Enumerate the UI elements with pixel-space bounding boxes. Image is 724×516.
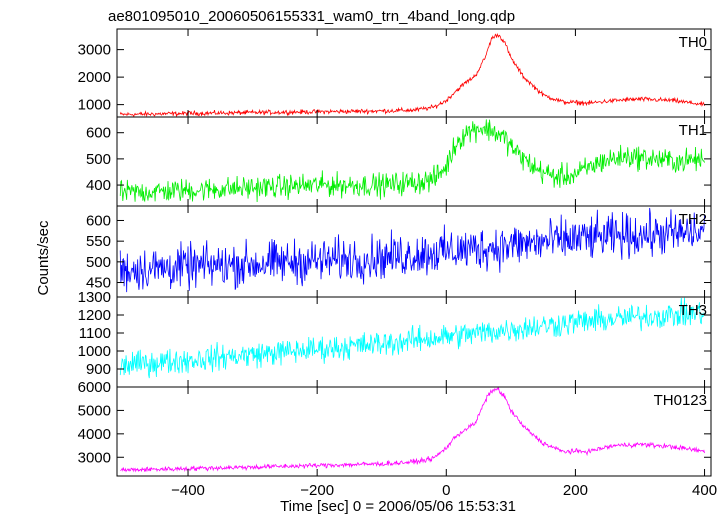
panel-label: TH1 bbox=[679, 122, 707, 139]
y-tick-label: 500 bbox=[86, 254, 111, 271]
y-tick-label: 1000 bbox=[78, 97, 111, 114]
y-tick-label: 450 bbox=[86, 275, 111, 292]
panel-label: TH0 bbox=[679, 34, 707, 51]
panel-frame bbox=[116, 28, 712, 118]
panel-frame bbox=[116, 386, 712, 477]
y-tick-label: 400 bbox=[86, 177, 111, 194]
y-tick-label: 550 bbox=[86, 233, 111, 250]
y-tick-label: 1000 bbox=[78, 343, 111, 360]
y-tick-label: 3000 bbox=[78, 42, 111, 59]
series-line-th1 bbox=[119, 119, 705, 203]
y-tick-label: 600 bbox=[86, 125, 111, 142]
y-tick-label: 1200 bbox=[78, 307, 111, 324]
panel-label: TH0123 bbox=[654, 392, 707, 409]
y-tick-label: 6000 bbox=[78, 379, 111, 396]
y-tick-label: 5000 bbox=[78, 402, 111, 419]
panel-th0123: 3000 4000 5000 6000 TH0123 bbox=[78, 379, 712, 477]
x-axis-label: Time [sec] 0 = 2006/05/06 15:53:31 bbox=[280, 498, 516, 515]
panel-th2: 450 500 550 600 TH2 bbox=[86, 205, 712, 298]
series-line-th2 bbox=[119, 207, 705, 293]
x-tick-label: −200 bbox=[300, 482, 334, 499]
y-tick-label: 900 bbox=[86, 361, 111, 378]
chart-title: ae801095010_20060506155331_wam0_trn_4ban… bbox=[108, 8, 515, 25]
panel-label: TH3 bbox=[679, 302, 707, 319]
y-tick-label: 500 bbox=[86, 151, 111, 168]
y-tick-label: 1300 bbox=[78, 289, 111, 306]
x-tick-label: 200 bbox=[563, 482, 588, 499]
y-tick-label: 4000 bbox=[78, 426, 111, 443]
x-tick-label: 400 bbox=[692, 482, 717, 499]
y-axis-label: Counts/sec bbox=[35, 220, 52, 296]
y-tick-label: 600 bbox=[86, 212, 111, 229]
panel-th1: 400 500 600 TH1 bbox=[86, 116, 712, 207]
x-tick-label: −400 bbox=[171, 482, 205, 499]
y-tick-label: 3000 bbox=[78, 449, 111, 466]
y-tick-label: 1100 bbox=[79, 325, 111, 342]
series-line-th0123 bbox=[120, 386, 705, 473]
series-line-th3 bbox=[119, 297, 705, 379]
y-tick-label: 2000 bbox=[78, 69, 111, 86]
panel-frame bbox=[116, 296, 712, 388]
panel-th0: 1000 2000 3000 TH0 bbox=[78, 28, 712, 118]
panel-label: TH2 bbox=[679, 211, 707, 228]
series-line-th0 bbox=[119, 32, 705, 118]
x-tick-label: 0 bbox=[442, 482, 450, 499]
